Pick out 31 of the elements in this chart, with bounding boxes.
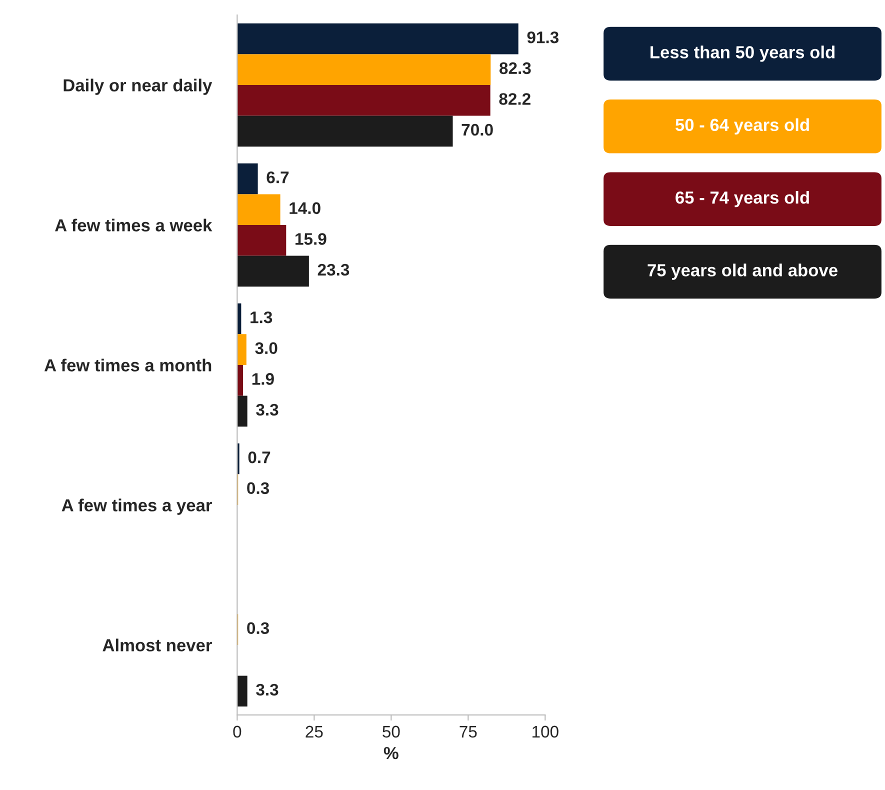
x-tick-label: 50 — [382, 726, 400, 738]
x-tick-label: 0 — [233, 726, 242, 738]
text: 65 - 74 years old — [676, 190, 809, 208]
data-label: 3.3 — [256, 404, 278, 416]
x-tick-label: 75 — [460, 726, 477, 738]
y-tick-label: A few times a month — [44, 358, 212, 372]
y-tick-label: A few times a year — [62, 498, 212, 515]
data-label: 23.3 — [318, 264, 350, 276]
data-label: 91.3 — [527, 31, 559, 44]
data-label: 0.3 — [247, 622, 270, 634]
data-label: 1.9 — [252, 373, 274, 385]
y-tick-label: A few times a week — [55, 218, 212, 232]
y-tick-label: Daily or near daily — [64, 78, 212, 95]
x-tick-label: 25 — [306, 726, 323, 738]
data-label: 3.0 — [255, 342, 278, 354]
data-label: 70.0 — [462, 124, 493, 136]
data-label: 6.7 — [266, 171, 289, 184]
text: Less than 50 years old — [650, 46, 834, 62]
data-label: 0.3 — [247, 482, 270, 494]
data-label: 1.3 — [250, 311, 272, 324]
y-tick-label: Almost never — [102, 638, 212, 652]
data-label: 14.0 — [290, 202, 320, 214]
data-label: 0.7 — [248, 451, 270, 464]
x-tick-label: 100 — [532, 726, 558, 738]
x-axis-title: % — [384, 746, 398, 760]
text: 50 - 64 years old — [676, 118, 809, 134]
data-label: 82.2 — [499, 93, 530, 105]
data-label: 15.9 — [296, 233, 326, 245]
text: 75 years old and above — [648, 264, 838, 280]
data-label: 3.3 — [256, 684, 278, 696]
data-label: 82.3 — [500, 62, 531, 74]
